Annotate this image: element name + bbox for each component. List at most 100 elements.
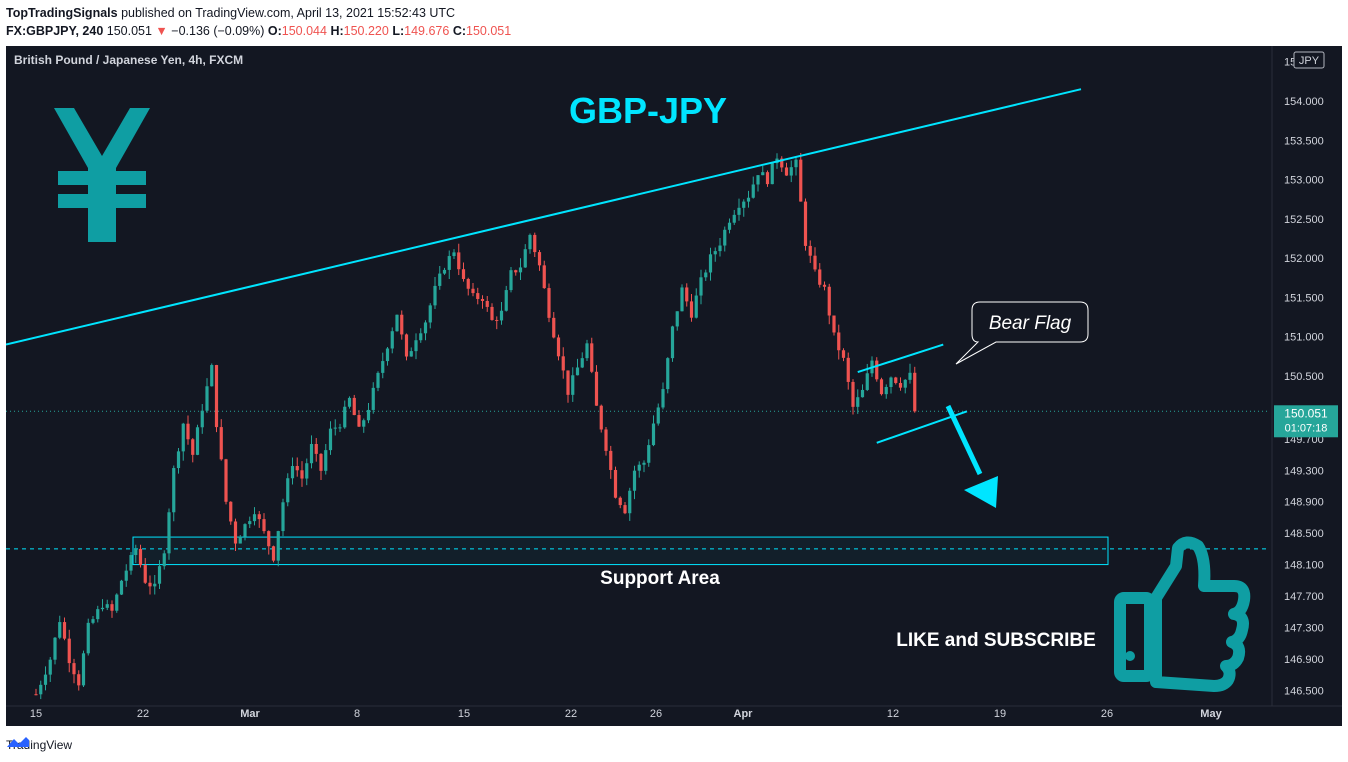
candle-body [580,358,584,368]
thumbs-up-icon[interactable] [1114,536,1251,692]
candle-body [661,389,665,408]
candle-body [585,343,589,359]
candle-body [281,502,285,532]
candle-body [609,450,613,470]
price-tick-label: 147.700 [1284,591,1324,603]
candle-body [143,565,147,583]
candle-body [243,524,247,537]
candle-body [300,470,304,479]
candle-body [404,334,409,357]
candle-body [409,351,413,357]
currency-badge[interactable]: JPY [1299,55,1320,67]
candle-body [210,365,214,387]
candle-body [219,427,223,460]
candle-body [490,306,494,320]
candle-body [518,267,523,273]
candle-body [784,167,789,176]
down-arrow-annotation[interactable] [945,404,998,508]
candle-body [704,272,708,278]
time-axis[interactable]: 15 22 Mar 8 15 22 26 Apr 12 19 26 May [30,708,1223,720]
candle-body [290,466,295,479]
time-tick-label: May [1200,708,1222,720]
candle-body [613,469,618,498]
candle-body [314,444,318,454]
down-arrow-icon: ▼ [155,24,168,38]
candle-body [647,445,651,463]
candle-body [533,234,537,253]
close-label: C: [452,24,467,38]
candle-body [77,674,81,686]
candle-body [276,531,280,561]
candle-body [319,453,323,471]
candle-body [233,521,238,544]
candle-body [328,428,333,451]
candle-body [813,255,817,270]
price-tick-label: 152.500 [1284,214,1324,226]
pair-title[interactable]: GBP-JPY [569,90,727,131]
candle-body [138,548,143,566]
candle-body [808,245,812,256]
candle-body [898,382,903,388]
candle-body [590,343,594,372]
candle-body [561,356,565,371]
candle-body [67,638,71,664]
candle-body [129,555,133,571]
candle-body [271,546,276,561]
bear-flag-label: Bear Flag [989,313,1072,334]
candle-body [195,427,200,455]
candle-body [632,470,637,491]
publisher-name[interactable]: TopTradingSignals [6,6,118,20]
candle-body [699,277,703,296]
time-tick-label: 15 [458,708,470,720]
close-value: 150.051 [466,24,512,38]
candle-body [100,607,105,610]
candle-body [689,301,694,318]
candle-body [794,159,798,168]
support-area-label[interactable]: Support Area [600,568,720,589]
candlestick-chart[interactable]: British Pound / Japanese Yen, 4h, FXCM G… [6,46,1342,726]
candle-body [713,251,717,255]
candle-body [43,674,48,685]
chart-title: British Pound / Japanese Yen, 4h, FXCM [14,53,243,67]
candle-body [504,290,508,311]
candle-body [419,333,423,341]
candle-body [765,172,770,185]
candle-body [889,377,893,387]
candle-body [229,501,233,522]
candle-body [556,337,561,357]
candle-body [908,372,912,380]
price-axis[interactable]: 146.500 146.900 147.300 147.700 148.100 148.5… [1284,57,1324,698]
candle-body [224,459,228,502]
price-tick-label: 154.000 [1284,96,1324,108]
candle-body [167,512,171,554]
time-tick-label: 22 [565,708,577,720]
time-tick-label: 26 [1101,708,1113,720]
flag-upper-line[interactable] [857,343,944,374]
high-label: H: [330,24,344,38]
candle-body [623,505,627,514]
candle-body [433,285,437,306]
candle-body [523,249,527,268]
candle-body [148,582,152,587]
candle-body [91,619,95,623]
last-price-tag[interactable]: 150.051 01:07:18 [1274,405,1338,438]
candle-body [461,269,466,279]
time-tick-label: 19 [994,708,1006,720]
price-tick-label: 153.000 [1284,175,1324,187]
candle-body [685,287,689,302]
candle-body [694,295,698,318]
candle-body [780,158,784,168]
open-value: 150.044 [281,24,327,38]
upper-trendline[interactable] [6,88,1082,346]
candle-body [181,423,185,452]
like-subscribe-label[interactable]: LIKE and SUBSCRIBE [896,630,1096,651]
candle-body [656,407,660,424]
candle-body [357,415,361,427]
candle-body [604,429,608,451]
candle-body [390,331,394,349]
candle-body [172,468,176,513]
candle-body [746,197,751,202]
chart-panel[interactable]: British Pound / Japanese Yen, 4h, FXCM G… [6,46,1342,726]
bear-flag-callout[interactable]: Bear Flag [955,301,1089,365]
candle-body [732,214,736,223]
